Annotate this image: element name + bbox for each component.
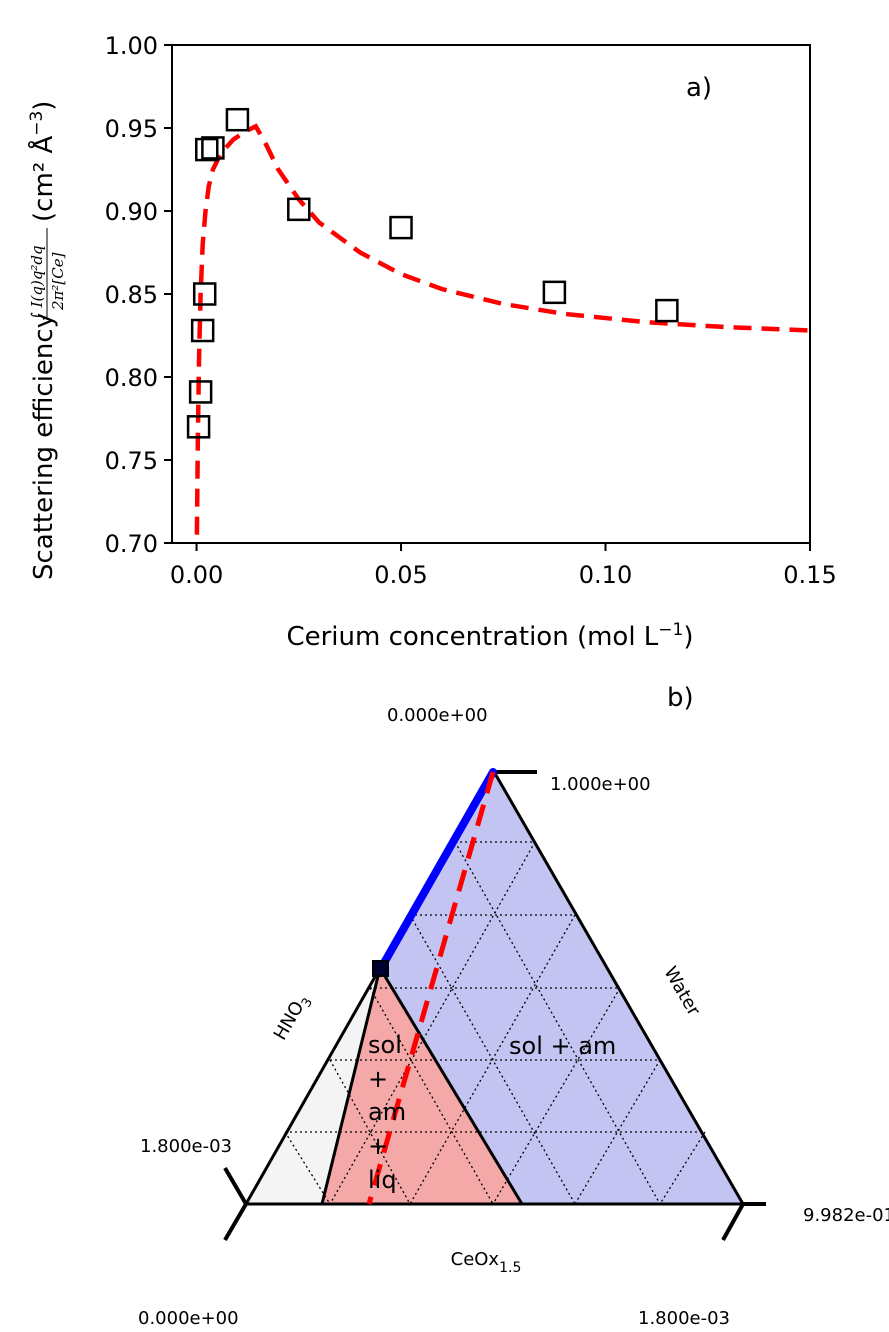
ternary-label-top-right: 1.000e+00	[550, 774, 651, 795]
data-point-marker	[655, 298, 679, 323]
y-axis-unit-close: )	[29, 101, 59, 111]
region-red	[322, 968, 522, 1204]
y-tick-label: 1.00	[105, 32, 158, 60]
x-axis-ticks: 0.00 0.05 0.10 0.15	[170, 543, 837, 589]
data-point-marker	[195, 137, 219, 162]
grid-line	[329, 841, 536, 1205]
x-tick-label: 0.10	[579, 561, 632, 589]
region-label-liq-line2: +	[368, 1065, 388, 1093]
ternary-axis-water: Water	[659, 963, 704, 1020]
data-point-marker	[190, 318, 215, 343]
data-point-marker	[186, 415, 211, 439]
boundary-line	[378, 967, 524, 1205]
x-tick-label: 0.00	[170, 561, 223, 589]
plot-area-frame	[171, 44, 811, 544]
y-axis-unit-main: (cm² Å	[27, 136, 59, 222]
y-axis-formula-denominator: 2π²[Ce]	[49, 252, 67, 311]
ternary-grid	[284, 841, 706, 1205]
fit-curve-path	[194, 123, 811, 535]
y-tick-label: 0.90	[105, 198, 158, 226]
ternary-label-left-mid: 1.800e-03	[140, 1136, 232, 1157]
boundary-line	[320, 967, 382, 1205]
ternary-label-bottom-right: 1.800e-03	[638, 1308, 730, 1329]
y-axis-formula-numerator: ∫ I(q)q²dq	[28, 245, 46, 320]
y-axis-unit-sup: −3	[27, 111, 47, 136]
region-label-liq-line5: liq	[368, 1166, 397, 1194]
x-tick-label: 0.15	[783, 561, 836, 589]
x-axis-title: Cerium concentration (mol L−1)	[286, 620, 693, 652]
blue-line	[376, 768, 497, 974]
data-point-marker	[287, 197, 311, 222]
ternary-axis-ceox-sub: 1.5	[499, 1260, 521, 1276]
panel-b-label: b)	[667, 683, 694, 713]
grid-line	[659, 1131, 706, 1205]
y-tick-label: 0.70	[105, 530, 158, 558]
ternary-label-bottom-left: 0.000e+00	[138, 1308, 239, 1329]
x-axis-title-sup: −1	[658, 620, 683, 640]
region-label-liq-line3: am	[368, 1098, 406, 1126]
grid-line	[409, 914, 576, 1205]
region-label-liq-line1: sol	[368, 1031, 402, 1059]
y-axis-title: Scattering efficiency ∫ I(q)q²dq 2π²[Ce]…	[27, 101, 67, 580]
panel-b-ternary-diagram: b)	[138, 683, 889, 1329]
grid-line	[369, 987, 494, 1205]
grid-line	[284, 1131, 331, 1205]
grid-line	[454, 841, 661, 1205]
ternary-axis-ceox: CeOx1.5	[451, 1249, 522, 1276]
data-point-marker	[225, 107, 250, 132]
y-axis-title-main: Scattering efficiency	[29, 313, 59, 580]
y-tick-label: 0.95	[105, 115, 158, 143]
data-markers	[186, 107, 679, 439]
axis-tick	[721, 1203, 745, 1241]
data-point-marker	[192, 282, 217, 306]
ternary-label-right-mid: 9.982e-01	[803, 1205, 889, 1226]
region-blue	[380, 770, 743, 1204]
y-axis-unit: (cm² Å−3)	[27, 101, 59, 222]
x-axis-title-main: Cerium concentration (mol L	[286, 622, 658, 652]
data-point-marker	[188, 380, 213, 404]
x-tick-label: 0.05	[374, 561, 427, 589]
data-point-marker	[389, 215, 413, 240]
red-dashed-line	[366, 771, 496, 1205]
ternary-axis-ceox-main: CeOx	[451, 1249, 500, 1270]
panel-a-label: a)	[686, 73, 712, 103]
axis-tick	[223, 1202, 248, 1242]
y-tick-label: 0.75	[105, 447, 158, 475]
axis-tick	[223, 1166, 248, 1206]
fit-curve	[194, 123, 811, 535]
region-label-sol-am: sol + am	[509, 1032, 616, 1060]
region-label-liq-line4: +	[368, 1132, 388, 1160]
data-point-marker	[542, 280, 567, 305]
panel-a-scatter-chart: 0.70 0.75 0.80 0.85 0.90 0.95 1.00 0.00 0.05 0.1…	[27, 32, 837, 652]
y-tick-label: 0.80	[105, 364, 158, 392]
data-point-marker	[201, 136, 225, 160]
x-axis-title-close: )	[683, 622, 693, 652]
y-axis-ticks: 0.70 0.75 0.80 0.85 0.90 0.95 1.00	[105, 32, 172, 558]
ternary-label-top-left: 0.000e+00	[387, 705, 488, 726]
square-marker	[372, 960, 389, 977]
y-tick-label: 0.85	[105, 281, 158, 309]
grid-line	[492, 987, 621, 1205]
ternary-axis-hno3: HNO3	[270, 991, 316, 1046]
